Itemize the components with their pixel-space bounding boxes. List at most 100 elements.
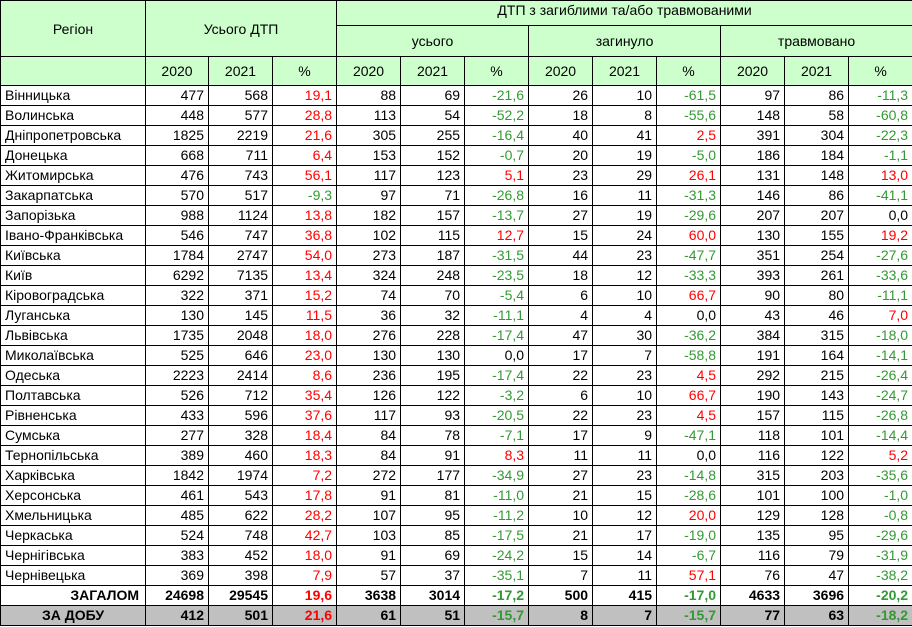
- table-row: Харківська 1842 1974 7,2 272 177 -34,9 27 23 -14,…: [0, 465, 912, 486]
- count-cell: 743: [208, 165, 273, 186]
- count-cell: 228: [400, 325, 466, 346]
- year-2020-header: 2020: [528, 56, 594, 86]
- count-cell: 152: [400, 145, 466, 166]
- count-cell: 91: [336, 545, 402, 566]
- percent-change-cell: -15,7: [656, 605, 722, 626]
- count-cell: 485: [145, 505, 209, 526]
- region-name-cell: Київ: [0, 265, 146, 286]
- count-cell: 84: [336, 445, 402, 466]
- region-name-cell: Івано-Франківська: [0, 225, 146, 246]
- percent-change-cell: -47,7: [656, 245, 722, 266]
- count-cell: 95: [784, 525, 850, 546]
- percent-change-cell: -11,1: [848, 285, 912, 306]
- count-cell: 10: [592, 85, 658, 106]
- count-cell: 9: [592, 425, 658, 446]
- count-cell: 1842: [145, 465, 209, 486]
- count-cell: 1784: [145, 245, 209, 266]
- percent-change-cell: 11,5: [271, 305, 338, 326]
- count-cell: 186: [720, 145, 786, 166]
- count-cell: 2048: [208, 325, 273, 346]
- count-cell: 398: [208, 565, 273, 586]
- count-cell: 568: [208, 85, 273, 106]
- region-name-cell: Черкаська: [0, 525, 146, 546]
- count-cell: 155: [784, 225, 850, 246]
- percent-change-cell: 0,0: [656, 445, 722, 466]
- count-cell: 36: [336, 305, 402, 326]
- table-row: Чернігівська 383 452 18,0 91 69 -24,2 15 14 -6,7 1…: [0, 545, 912, 566]
- table-row: Миколаївська 525 646 23,0 130 130 0,0 17 7 -58,8 1…: [0, 345, 912, 366]
- region-name-cell: Полтавська: [0, 385, 146, 406]
- count-cell: 29545: [208, 585, 273, 606]
- percent-change-cell: 6,4: [271, 145, 338, 166]
- count-cell: 146: [720, 185, 786, 206]
- region-name-cell: Хмельницька: [0, 505, 146, 526]
- count-cell: 23: [592, 245, 658, 266]
- count-cell: 207: [784, 205, 850, 226]
- count-cell: 187: [400, 245, 466, 266]
- count-cell: 148: [784, 165, 850, 186]
- table-row: Волинська 448 577 28,8 113 54 -52,2 18 8 -55,6 148…: [0, 105, 912, 126]
- count-cell: 524: [145, 525, 209, 546]
- count-cell: 86: [784, 85, 850, 106]
- count-cell: 2414: [208, 365, 273, 386]
- count-cell: 17: [528, 425, 594, 446]
- count-cell: 11: [528, 445, 594, 466]
- count-cell: 393: [720, 265, 786, 286]
- table-row: Сумська 277 328 18,4 84 78 -7,1 17 9 -47,1 118 101-…: [0, 425, 912, 446]
- count-cell: 324: [336, 265, 402, 286]
- percent-change-cell: 54,0: [271, 245, 338, 266]
- percent-change-cell: -17,4: [464, 365, 530, 386]
- count-cell: 315: [784, 325, 850, 346]
- percent-change-cell: -3,2: [464, 385, 530, 406]
- percent-change-cell: -29,6: [848, 525, 912, 546]
- region-name-cell: Волинська: [0, 105, 146, 126]
- percent-change-cell: -14,1: [848, 345, 912, 366]
- percent-change-cell: 21,6: [271, 125, 338, 146]
- region-name-cell: Херсонська: [0, 485, 146, 506]
- count-cell: 452: [208, 545, 273, 566]
- count-cell: 384: [720, 325, 786, 346]
- count-cell: 622: [208, 505, 273, 526]
- count-cell: 433: [145, 405, 209, 426]
- count-cell: 79: [784, 545, 850, 566]
- count-cell: 164: [784, 345, 850, 366]
- count-cell: 129: [720, 505, 786, 526]
- count-cell: 157: [400, 205, 466, 226]
- casualty-dtp-header: ДТП з загиблими та/або травмованими: [336, 0, 912, 26]
- count-cell: 11: [592, 185, 658, 206]
- count-cell: 27: [528, 465, 594, 486]
- count-cell: 40: [528, 125, 594, 146]
- percent-change-cell: -28,6: [656, 485, 722, 506]
- percent-change-cell: 5,2: [848, 445, 912, 466]
- percent-header: %: [271, 56, 338, 86]
- percent-change-cell: -20,2: [848, 585, 912, 606]
- count-cell: 37: [400, 565, 466, 586]
- count-cell: 130: [720, 225, 786, 246]
- percent-header: %: [656, 56, 722, 86]
- count-cell: 236: [336, 365, 402, 386]
- count-cell: 988: [145, 205, 209, 226]
- region-name-cell: Одеська: [0, 365, 146, 386]
- count-cell: 17: [528, 345, 594, 366]
- count-cell: 461: [145, 485, 209, 506]
- year-2021-header: 2021: [208, 56, 273, 86]
- count-cell: 389: [145, 445, 209, 466]
- table-row: Житомирська 476 743 56,1 117 123 5,1 23 29 26,1 13…: [0, 165, 912, 186]
- percent-change-cell: -13,7: [464, 205, 530, 226]
- percent-change-cell: 26,1: [656, 165, 722, 186]
- count-cell: 596: [208, 405, 273, 426]
- percent-change-cell: 21,6: [271, 605, 338, 626]
- percent-change-cell: -24,7: [848, 385, 912, 406]
- region-name-cell: Донецька: [0, 145, 146, 166]
- percent-change-cell: 17,8: [271, 485, 338, 506]
- count-cell: 22: [528, 365, 594, 386]
- count-cell: 215: [784, 365, 850, 386]
- percent-change-cell: -11,1: [464, 305, 530, 326]
- count-cell: 32: [400, 305, 466, 326]
- region-name-cell: Вінницька: [0, 85, 146, 106]
- count-cell: 203: [784, 465, 850, 486]
- percent-change-cell: -0,7: [464, 145, 530, 166]
- count-cell: 74: [336, 285, 402, 306]
- count-cell: 128: [784, 505, 850, 526]
- table-row: Івано-Франківська 546 747 36,8 102 115 12,7 15 2…: [0, 225, 912, 246]
